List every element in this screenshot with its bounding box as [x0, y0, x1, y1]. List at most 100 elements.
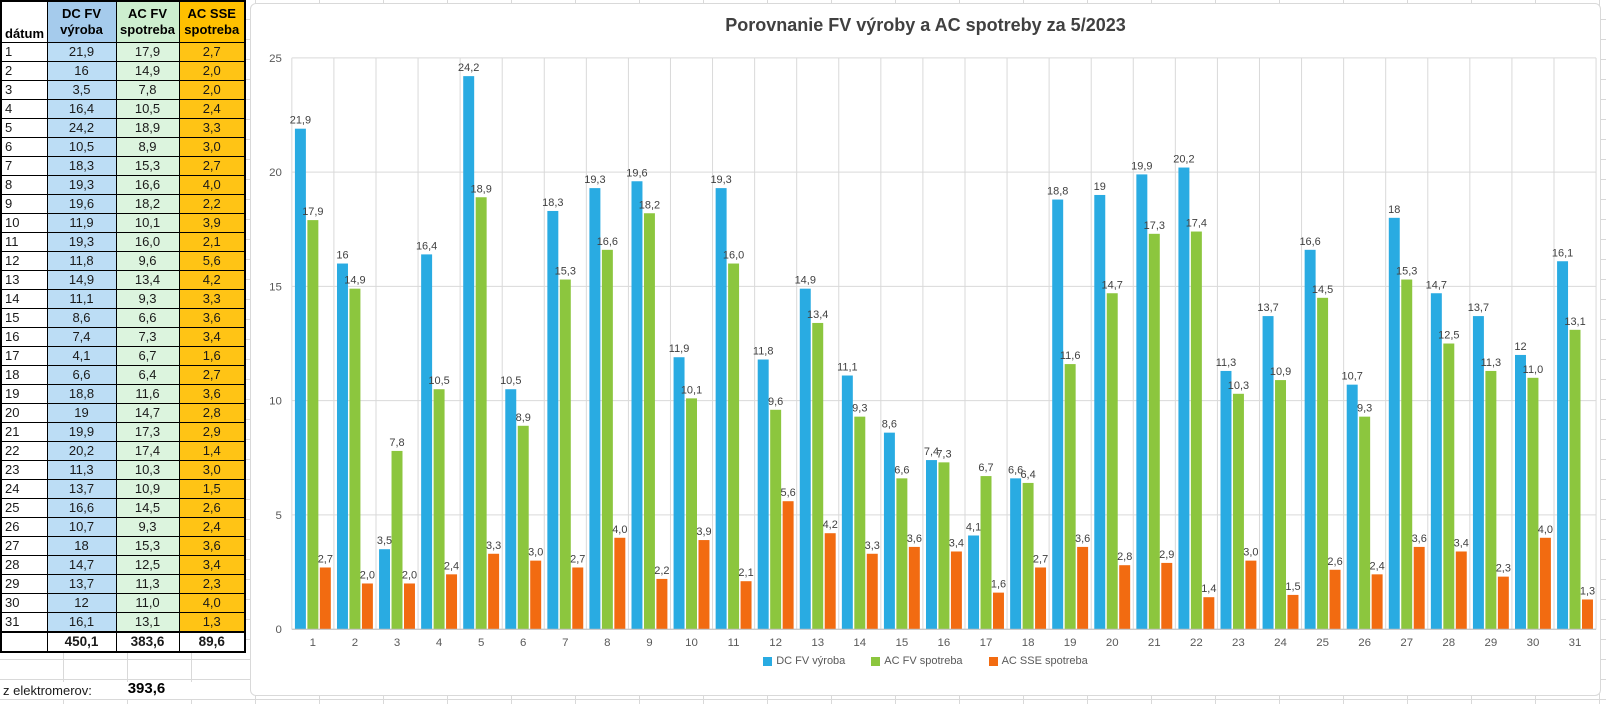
bar-ac-sse-spotreba[interactable]	[866, 553, 878, 630]
table-cell[interactable]: 2,8	[178, 403, 246, 423]
table-cell[interactable]: 16	[0, 327, 48, 347]
totals-cell[interactable]: 383,6	[115, 631, 180, 653]
bar-ac-sse-spotreba[interactable]	[403, 583, 415, 630]
table-cell[interactable]: 20	[0, 403, 48, 423]
table-cell[interactable]: 2,9	[178, 422, 246, 442]
table-cell[interactable]: 1,6	[178, 346, 246, 366]
bar-dc-fv-výroba[interactable]	[673, 357, 685, 630]
bar-ac-fv-spotreba[interactable]	[686, 398, 698, 630]
bar-dc-fv-výroba[interactable]	[1010, 478, 1022, 630]
bar-ac-sse-spotreba[interactable]	[698, 540, 710, 630]
legend-item[interactable]: AC SSE spotreba	[988, 655, 1088, 667]
bar-ac-sse-spotreba[interactable]	[1455, 551, 1467, 630]
table-cell[interactable]: 14,9	[115, 61, 180, 81]
table-cell[interactable]: 18,8	[46, 384, 117, 404]
table-cell[interactable]: 6,6	[115, 308, 180, 328]
table-cell[interactable]: 15	[0, 308, 48, 328]
bar-ac-sse-spotreba[interactable]	[1161, 562, 1173, 630]
table-cell[interactable]: 9,6	[115, 251, 180, 271]
bar-dc-fv-výroba[interactable]	[379, 549, 391, 630]
bar-ac-sse-spotreba[interactable]	[740, 581, 752, 630]
table-cell[interactable]: 3,9	[178, 213, 246, 233]
bar-dc-fv-výroba[interactable]	[294, 128, 306, 630]
bar-ac-fv-spotreba[interactable]	[601, 249, 613, 630]
table-cell[interactable]: 10	[0, 213, 48, 233]
table-cell[interactable]: 10,5	[46, 137, 117, 157]
table-cell[interactable]: 17,4	[115, 441, 180, 461]
table-cell[interactable]: 10,7	[46, 517, 117, 537]
bar-ac-fv-spotreba[interactable]	[517, 425, 529, 630]
table-cell[interactable]: 2,4	[178, 99, 246, 119]
bar-ac-sse-spotreba[interactable]	[530, 560, 542, 630]
table-cell[interactable]: 1,4	[178, 441, 246, 461]
bar-dc-fv-výroba[interactable]	[547, 210, 559, 630]
table-cell[interactable]: 3	[0, 80, 48, 100]
footer-value[interactable]: 393,6	[127, 680, 166, 697]
bar-ac-fv-spotreba[interactable]	[1022, 482, 1034, 630]
table-cell[interactable]: 24,2	[46, 118, 117, 138]
table-cell[interactable]: 19	[46, 403, 117, 423]
bar-ac-fv-spotreba[interactable]	[391, 450, 403, 630]
table-cell[interactable]: 2,7	[178, 365, 246, 385]
bar-dc-fv-výroba[interactable]	[1430, 293, 1442, 630]
table-cell[interactable]: 3,5	[46, 80, 117, 100]
table-cell[interactable]: 5,6	[178, 251, 246, 271]
table-cell[interactable]: 5	[0, 118, 48, 138]
table-cell[interactable]: 7,3	[115, 327, 180, 347]
table-cell[interactable]: 2,2	[178, 194, 246, 214]
table-cell[interactable]: 21,9	[46, 42, 117, 62]
bar-ac-sse-spotreba[interactable]	[1539, 537, 1551, 630]
table-cell[interactable]: 23	[0, 460, 48, 480]
bar-ac-fv-spotreba[interactable]	[1569, 329, 1581, 630]
table-cell[interactable]: 11,3	[46, 460, 117, 480]
table-cell[interactable]: 6	[0, 137, 48, 157]
table-cell[interactable]: 12	[46, 593, 117, 613]
bar-ac-fv-spotreba[interactable]	[1527, 377, 1539, 630]
table-cell[interactable]: 2,7	[178, 156, 246, 176]
bar-ac-sse-spotreba[interactable]	[361, 583, 373, 630]
bar-ac-sse-spotreba[interactable]	[319, 567, 331, 630]
bar-dc-fv-výroba[interactable]	[715, 188, 727, 630]
table-cell[interactable]: 15,3	[115, 536, 180, 556]
bar-ac-sse-spotreba[interactable]	[1245, 560, 1257, 630]
bar-dc-fv-výroba[interactable]	[421, 254, 433, 630]
table-cell[interactable]: 30	[0, 593, 48, 613]
bar-ac-sse-spotreba[interactable]	[908, 546, 920, 630]
bar-ac-sse-spotreba[interactable]	[572, 567, 584, 630]
table-cell[interactable]: 2,0	[178, 80, 246, 100]
table-cell[interactable]: 4	[0, 99, 48, 119]
bar-ac-fv-spotreba[interactable]	[1359, 416, 1371, 630]
table-cell[interactable]: 11,1	[46, 289, 117, 309]
table-cell[interactable]: 16	[46, 61, 117, 81]
table-cell[interactable]: 8,6	[46, 308, 117, 328]
table-cell[interactable]: 17,9	[115, 42, 180, 62]
table-cell[interactable]: 4,0	[178, 175, 246, 195]
table-cell[interactable]: 10,5	[115, 99, 180, 119]
table-cell[interactable]: 13,7	[46, 479, 117, 499]
table-cell[interactable]: 19,9	[46, 422, 117, 442]
bar-ac-fv-spotreba[interactable]	[980, 476, 992, 630]
bar-dc-fv-výroba[interactable]	[1136, 174, 1148, 630]
table-cell[interactable]: 3,3	[178, 118, 246, 138]
table-cell[interactable]: 14,9	[46, 270, 117, 290]
table-cell[interactable]: 3,4	[178, 555, 246, 575]
table-cell[interactable]: 22	[0, 441, 48, 461]
table-cell[interactable]: 11,9	[46, 213, 117, 233]
table-cell[interactable]: 16,0	[115, 232, 180, 252]
table-cell[interactable]: 29	[0, 574, 48, 594]
bar-ac-fv-spotreba[interactable]	[1232, 393, 1244, 630]
bar-dc-fv-výroba[interactable]	[757, 359, 769, 630]
table-cell[interactable]: 7,4	[46, 327, 117, 347]
table-cell[interactable]: 2,0	[178, 61, 246, 81]
bar-dc-fv-výroba[interactable]	[1557, 261, 1569, 630]
bar-ac-sse-spotreba[interactable]	[1119, 565, 1131, 630]
bar-dc-fv-výroba[interactable]	[925, 460, 937, 630]
bar-dc-fv-výroba[interactable]	[1178, 167, 1190, 630]
bar-ac-fv-spotreba[interactable]	[770, 409, 782, 630]
footer-label[interactable]: z elektromerov:	[3, 683, 92, 698]
table-cell[interactable]: 18,2	[115, 194, 180, 214]
table-cell[interactable]: 2	[0, 61, 48, 81]
table-cell[interactable]: 10,9	[115, 479, 180, 499]
table-cell[interactable]: 27	[0, 536, 48, 556]
bar-dc-fv-výroba[interactable]	[1346, 384, 1358, 630]
